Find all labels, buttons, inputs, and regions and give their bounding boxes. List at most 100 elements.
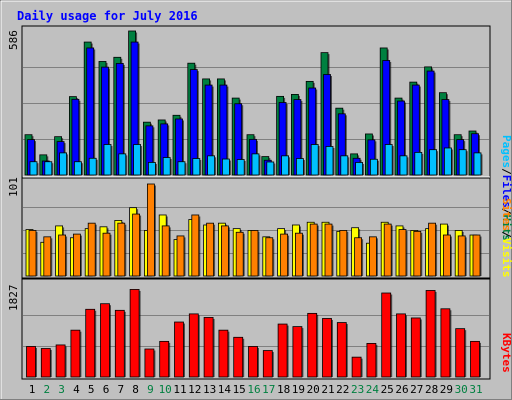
kbytes-bar [129,289,140,378]
x-tick-label: 18 [277,383,290,396]
legend-separator-1: / [500,168,512,175]
x-tick-label: 1 [29,383,36,396]
sites-bar [398,229,407,277]
pages-bar [236,159,245,176]
sites-bar [176,235,185,277]
kbytes-bar [455,328,466,378]
pages-bar [414,151,423,176]
x-tick-label: 15 [233,383,246,396]
sites-bar [428,222,437,277]
sites-bar [58,234,66,277]
legend-separator-2: / [500,208,512,215]
sites-bar [368,236,377,277]
kbytes-bar [233,336,244,378]
chart-title: Daily usage for July 2016 [17,9,198,23]
sites-bar [220,225,229,277]
x-tick-label: 28 [425,383,438,396]
x-axis-labels: 1 2 3 4 5 6 7 8 9 10 11 12 13 14 15 16 17 18 19 20 21 22 23 24 2… [29,383,483,396]
kbytes-bar [396,313,406,378]
x-tick-label: 23 [351,383,364,396]
legend-sites: Sites [500,198,512,231]
sites-bar [324,223,333,277]
sites-bar [280,233,289,277]
sites-bar [235,231,244,277]
legend-hits: Hits [500,215,512,242]
sites-bar [73,233,81,277]
bottom-bars [26,289,481,378]
kbytes-bar [248,346,258,378]
x-tick-label: 17 [262,383,275,396]
x-tick-label: 7 [117,383,124,396]
x-tick-label: 20 [307,383,320,396]
sites-bar [383,223,392,277]
sites-bar [354,237,363,277]
sites-bar [265,237,274,277]
legend-visits: Visits [500,238,512,278]
sites-bar [191,214,200,277]
sites-bar [132,213,141,277]
sites-bar [413,230,422,277]
sites-bar [102,232,111,277]
sites-bar [28,230,37,277]
kbytes-bar [307,312,318,378]
kbytes-bar [425,290,436,378]
x-tick-label: 9 [147,383,154,396]
pages-bar [295,158,304,176]
kbytes-bar [440,308,451,378]
pages-bar [192,158,201,176]
top-ymax-label: 586 [7,30,20,50]
kbytes-bar [410,317,421,378]
pages-bar [162,157,171,176]
x-tick-label: 11 [173,383,186,396]
sites-bar [87,222,96,277]
x-tick-label: 21 [321,383,334,396]
pages-bar [59,152,67,176]
kbytes-bar [70,329,81,378]
pages-bar [266,161,275,176]
x-tick-label: 4 [73,383,80,396]
kbytes-bar [114,309,125,378]
pages-bar [310,144,319,176]
bottom-panel [21,278,491,380]
legend-kbytes: KBytes [500,333,512,373]
pages-bar [325,146,334,176]
pages-bar [118,153,127,176]
sites-bar [457,235,466,277]
x-tick-label: 25 [381,383,394,396]
pages-bar [133,144,142,176]
middle-legend-label: Sites/ Visits [500,198,512,278]
kbytes-bar [55,344,66,378]
sites-bar [43,236,52,277]
x-tick-label: 26 [395,383,408,396]
kbytes-bar [100,303,110,378]
sites-bar [250,230,259,277]
middle-ymax-label: 101 [7,177,20,197]
middle-panel [21,177,491,279]
pages-bar [458,149,467,176]
x-tick-label: 2 [43,383,50,396]
sites-bar [146,183,155,277]
x-tick-label: 22 [336,383,349,396]
top-legend-label: Pages/Files/Hits [500,135,512,241]
sites-bar [161,225,170,277]
x-tick-label: 24 [366,383,380,396]
legend-files: Files [500,175,512,208]
kbytes-bar [277,323,288,378]
x-tick-label: 30 [455,383,468,396]
kbytes-bar [188,313,199,378]
x-tick-label: 12 [188,383,201,396]
middle-bars [25,183,482,277]
kbytes-bar [159,340,170,378]
pages-bar [88,157,97,176]
kbytes-bar [85,308,96,378]
x-tick-label: 10 [159,383,172,396]
x-tick-label: 5 [88,383,95,396]
pages-bar [384,144,393,176]
pages-bar [44,161,53,176]
kbytes-bar [218,329,229,378]
x-tick-label: 16 [247,383,260,396]
x-tick-label: 19 [292,383,305,396]
top-bars [24,30,483,176]
pages-bar [429,149,438,176]
